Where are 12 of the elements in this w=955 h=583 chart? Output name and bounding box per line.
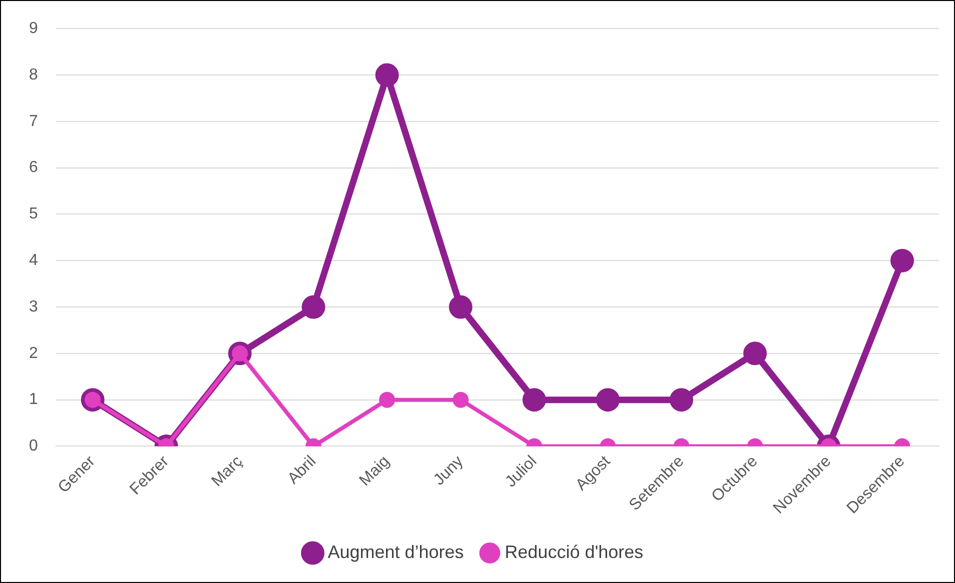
legend-label: Reducció d'hores	[504, 542, 644, 562]
y-tick-label: 5	[28, 206, 38, 223]
y-tick-label: 7	[28, 112, 38, 130]
y-tick-label: 0	[28, 438, 38, 455]
y-tick-label: 2	[28, 344, 38, 362]
y-tick-label: 8	[28, 66, 38, 84]
legend-label: Augment d’hores	[328, 542, 464, 562]
y-tick-label: 1	[28, 391, 38, 408]
y-tick-label: 6	[28, 159, 38, 176]
y-tick-label: 3	[28, 298, 38, 316]
y-tick-label: 9	[28, 20, 38, 38]
y-tick-label: 4	[28, 252, 38, 270]
